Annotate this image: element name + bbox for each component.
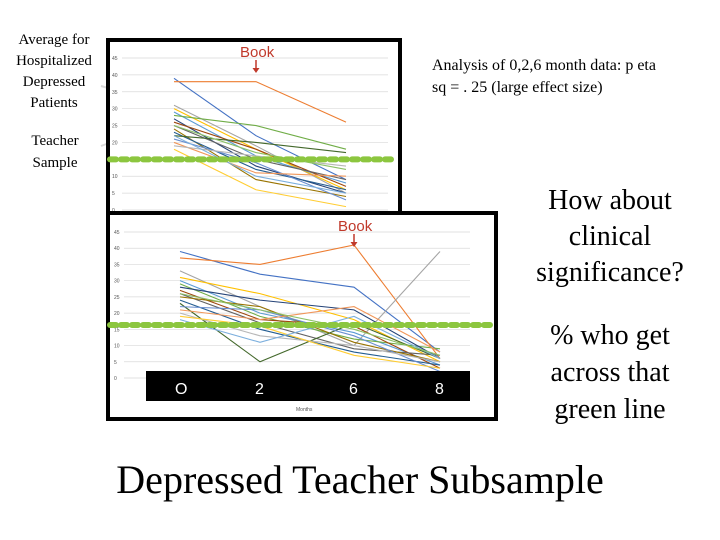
x-axis-band [146,371,470,401]
y-tick-label: 30 [114,279,120,285]
y-tick-label: 35 [112,90,118,96]
y-tick-label: 15 [114,327,120,333]
series-line [173,135,347,194]
series-line [173,131,347,191]
series-line [179,244,441,359]
series-line [179,302,441,363]
y-tick-label: 40 [114,246,120,252]
series-line [173,135,347,154]
series-line [173,77,347,181]
x-axis-title: Months [296,407,313,413]
slide-title: Depressed Teacher Subsample [116,457,604,502]
series-line [173,121,347,187]
clinical-significance-question: How about clinical significance? [536,185,684,288]
percent-across-line-text: % who get across that green line [550,320,670,425]
series-line [173,141,347,177]
y-tick-label: 25 [112,124,118,130]
y-tick-label: 5 [112,191,115,197]
y-tick-label: 10 [114,344,120,350]
hospitalized-average-label: Average for Hospitalized Depressed Patie… [16,32,92,111]
series-line [179,315,441,369]
series-line [173,148,347,208]
x-tick-label: 8 [435,381,444,398]
y-tick-label: 45 [112,56,118,62]
x-tick-label: O [175,381,187,398]
book-arrow-head [252,68,260,73]
series-line [179,286,441,360]
series-line [173,128,347,198]
y-tick-label: 35 [114,262,120,268]
book-annotation: Book [338,218,373,235]
analysis-text: Analysis of 0,2,6 month data: p eta sq =… [432,57,656,96]
series-line [174,81,347,123]
y-tick-label: 20 [112,140,118,146]
y-tick-label: 0 [114,376,117,382]
series-line [179,306,441,353]
series-line [179,293,441,356]
y-tick-label: 25 [114,295,120,301]
teacher-sample-label: Teacher Sample [31,133,79,171]
y-tick-label: 5 [114,360,117,366]
x-tick-label: 2 [255,381,264,398]
book-annotation: Book [240,44,275,61]
y-tick-label: 40 [112,73,118,79]
series-line [173,125,347,171]
series-line [179,250,441,353]
series-line [173,114,347,150]
y-tick-label: 10 [112,174,118,180]
y-tick-label: 20 [114,311,120,317]
x-tick-label: 6 [349,381,358,398]
y-tick-label: 45 [114,230,120,236]
series-line [179,315,441,360]
book-arrow-head [350,242,358,247]
y-tick-label: 30 [112,107,118,113]
